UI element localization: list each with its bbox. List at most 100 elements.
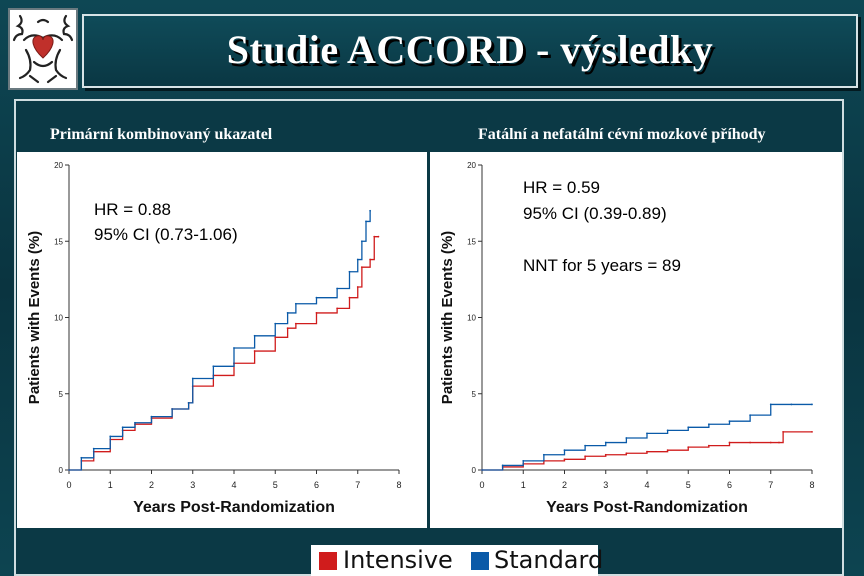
right-y-tick-label: 5 [472,390,477,399]
left-point-intensive [377,235,380,238]
right-point-intensive [666,449,669,452]
left-y-tick-label: 15 [54,237,63,246]
right-point-intensive [646,450,648,453]
right-point-standard [563,449,566,452]
right-point-standard [501,464,504,467]
left-point-intensive [373,235,376,238]
legend-intensive-swatch [319,552,337,570]
left-x-tick-label: 6 [314,480,319,490]
right-point-standard [666,429,669,432]
left-point-standard [233,347,235,349]
slide-title: Studie ACCORD - výsledky [226,27,714,72]
left-point-intensive [294,322,297,325]
left-point-standard [121,426,124,429]
title-bar [82,14,858,88]
logo [8,8,78,90]
right-point-standard [625,437,628,439]
left-point-standard [187,402,190,404]
left-point-intensive [336,307,339,310]
right-point-standard [790,403,793,406]
right-point-standard [728,420,731,423]
left-x-tick-label: 8 [396,480,401,490]
right-point-standard [687,426,690,429]
left-point-standard [356,258,359,261]
right-x-tick-label: 4 [644,480,649,490]
left-point-standard [294,302,297,305]
right-point-standard [811,403,813,406]
right-nnt: NNT for 5 years = 89 [523,256,681,275]
left-point-standard [369,209,372,212]
left-point-intensive [356,286,359,288]
left-y-axis-label: Patients with Events (%) [26,231,43,404]
left-chart-subtitle: Primární kombinovaný ukazatel [50,126,273,143]
right-point-standard [481,469,483,471]
left-y-tick-label: 20 [54,161,63,170]
legend-standard-swatch [471,552,489,570]
left-point-standard [92,447,95,450]
right-series-standard [482,403,812,471]
right-y-tick-label: 10 [467,314,476,323]
left-point-standard [80,456,83,459]
right-point-intensive [707,444,710,447]
left-point-standard [348,270,351,273]
left-point-standard [365,220,367,223]
left-point-standard [286,312,289,314]
right-point-intensive [782,430,785,433]
left-y-tick-label: 5 [59,390,64,399]
right-point-intensive [563,458,566,461]
right-point-standard [749,414,752,416]
left-x-tick-label: 1 [108,480,113,490]
heraldic-lion-heart-icon [12,14,74,84]
right-x-tick-label: 6 [727,480,732,490]
left-y-tick-label: 10 [54,314,63,323]
right-point-standard [522,459,525,462]
left-point-standard [150,415,153,418]
left-x-axis-label: Years Post-Randomization [133,499,335,516]
right-point-standard [604,441,607,444]
right-x-axis-label: Years Post-Randomization [546,499,748,516]
left-point-standard [253,334,256,337]
right-x-tick-label: 7 [768,480,773,490]
right-point-intensive [769,441,772,444]
left-hr-value: HR = 0.88 [94,200,172,219]
right-point-standard [707,423,710,426]
right-y-tick-label: 20 [467,161,476,170]
left-x-tick-label: 5 [273,480,278,490]
right-x-tick-label: 5 [686,480,691,490]
right-x-tick-label: 2 [562,480,567,490]
right-hr-value: HR = 0.59 [523,178,601,197]
left-series-intensive [69,236,379,471]
right-y-tick-label: 15 [467,237,476,246]
left-point-standard [274,322,277,325]
left-y-tick-label: 0 [59,466,64,475]
legend-standard-label: Standard [494,546,604,574]
right-x-tick-label: 3 [603,480,608,490]
right-point-intensive [749,441,752,444]
right-chart-subtitle: Fatální a nefatální cévní mozkové příhod… [478,126,766,143]
right-point-intensive [604,453,607,456]
left-point-intensive [274,336,277,339]
right-y-axis-label: Patients with Events (%) [439,231,456,404]
left-point-standard [360,240,363,243]
left-point-standard [171,408,174,410]
left-point-intensive [360,266,363,269]
left-point-intensive [369,258,372,261]
right-y-tick-label: 0 [472,466,477,475]
right-point-intensive [778,441,780,444]
left-point-standard [212,365,215,368]
left-x-tick-label: 0 [66,480,71,490]
left-point-intensive [348,296,351,299]
right-point-intensive [811,430,813,433]
right-point-intensive [625,452,628,455]
left-hr-ci: 95% CI (0.73-1.06) [94,225,238,244]
right-point-intensive [728,441,731,444]
left-x-tick-label: 3 [190,480,195,490]
right-point-standard [584,444,587,447]
left-x-tick-label: 4 [231,480,236,490]
left-point-intensive [253,350,256,352]
left-series-standard [69,210,371,471]
right-point-standard [542,453,545,456]
left-point-standard [191,377,194,380]
left-point-standard [134,421,136,424]
legend-intensive-label: Intensive [343,546,453,574]
